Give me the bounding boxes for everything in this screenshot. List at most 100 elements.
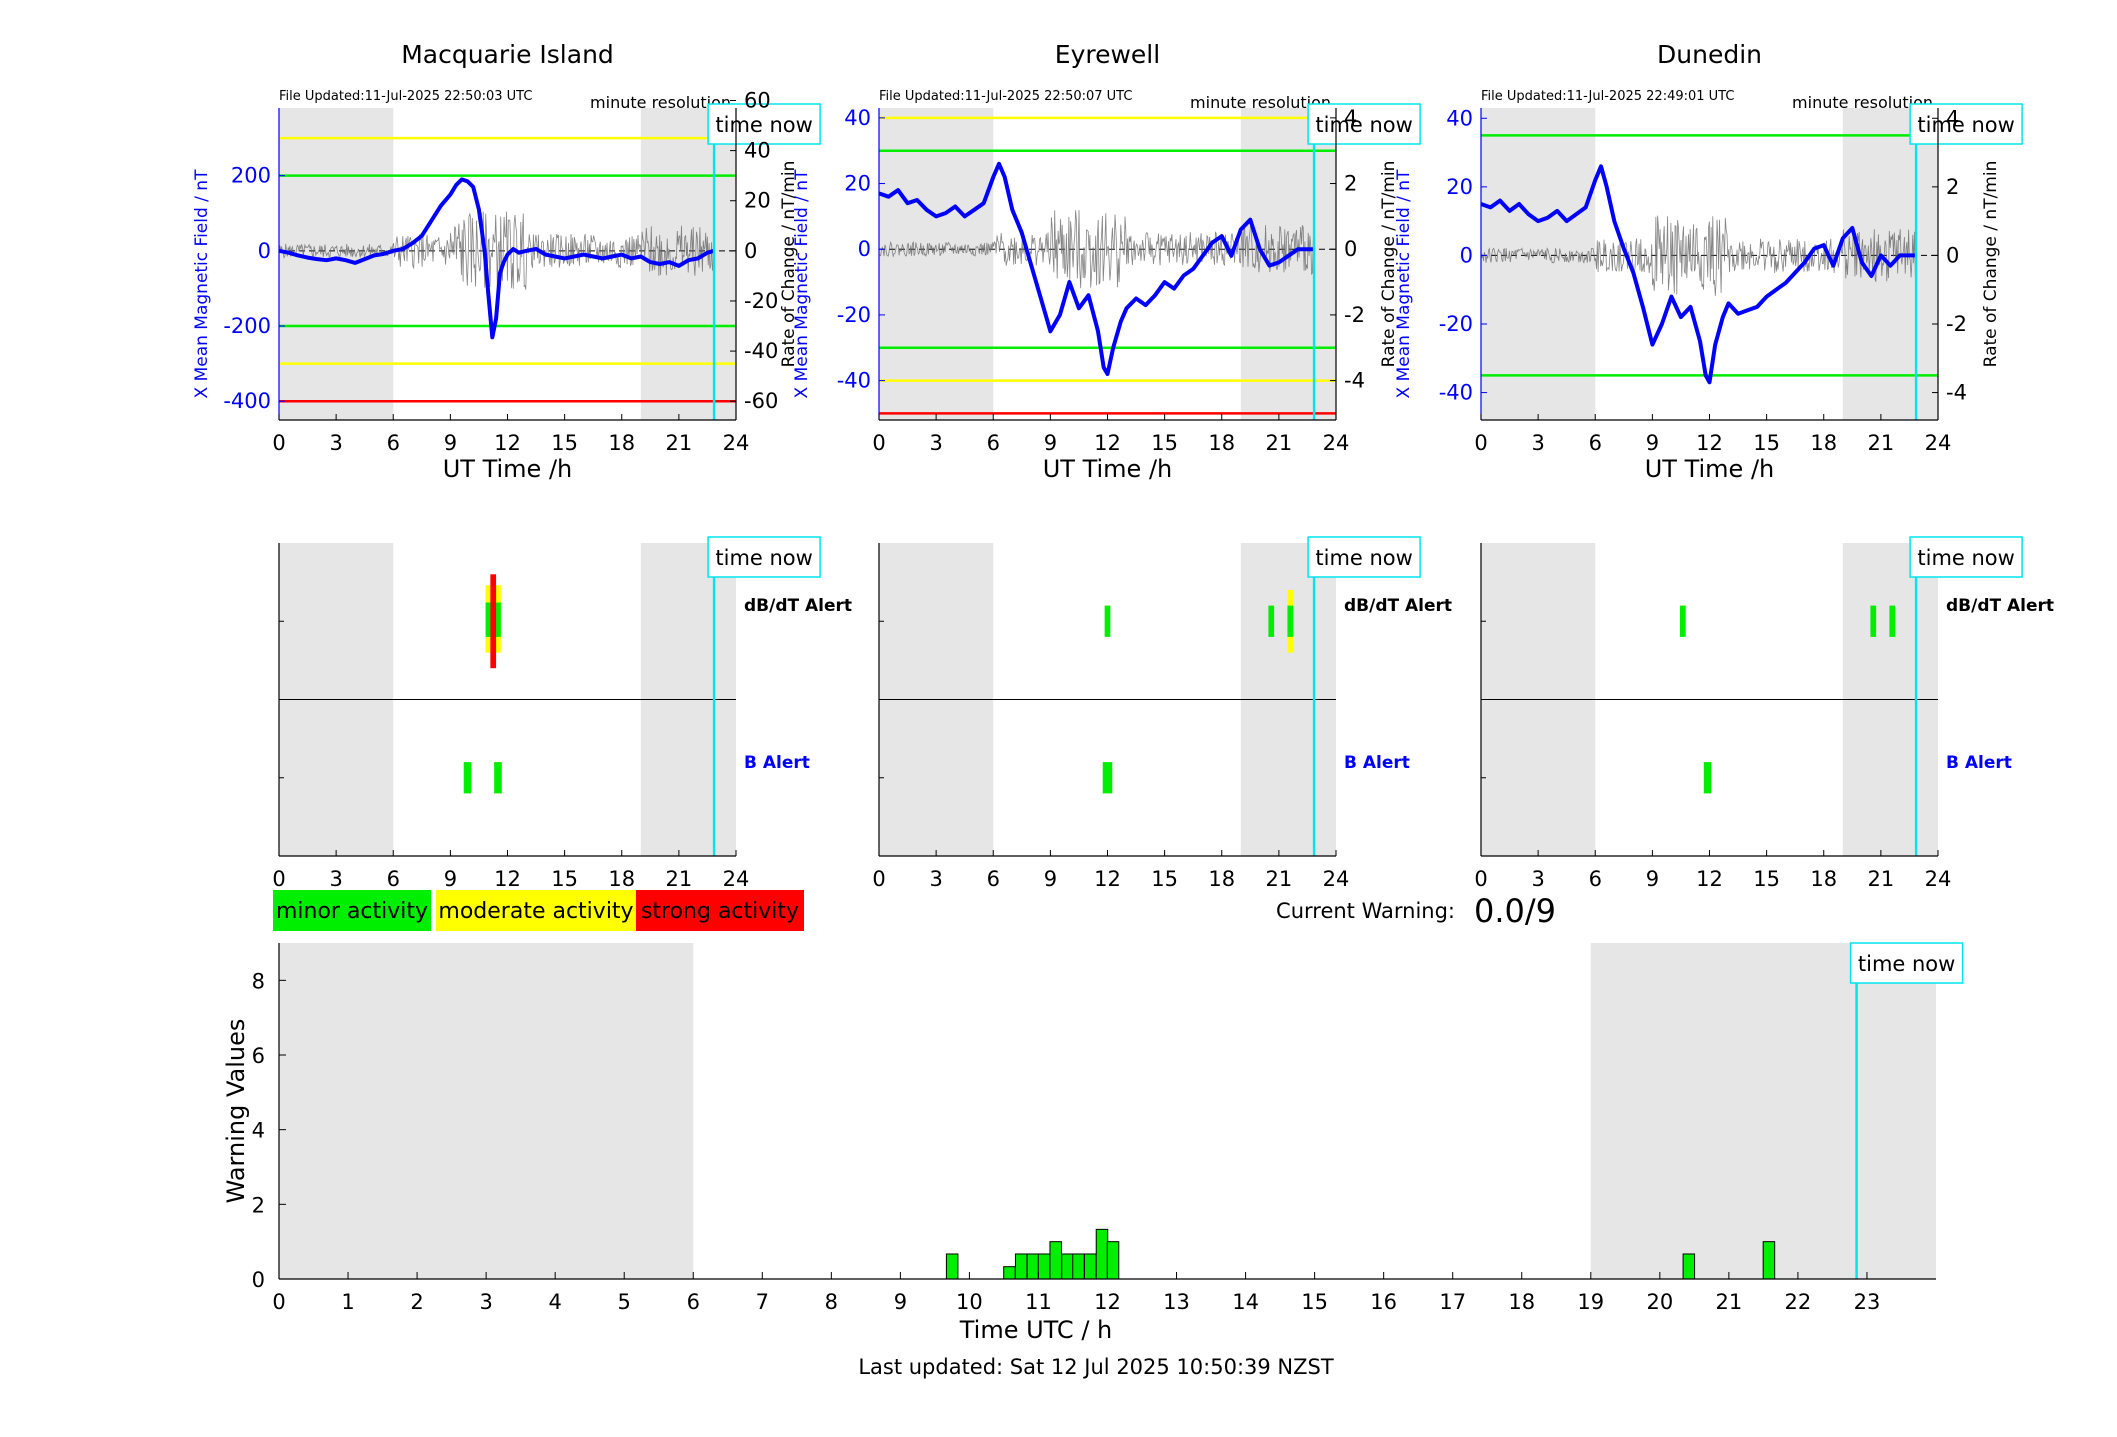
warning-bar — [1026, 1253, 1040, 1280]
y-right-tick-label: 0 — [744, 239, 757, 263]
x-tick-label: 3 — [929, 431, 942, 455]
y-left-axis-label: X Mean Magnetic Field / nT — [192, 169, 212, 399]
alert-x-tick-label: 18 — [1810, 867, 1837, 891]
legend-minor-swatch — [273, 890, 431, 931]
dbdt-alert-label: dB/dT Alert — [744, 596, 852, 616]
x-tick-label: 0 — [272, 431, 285, 455]
alert-time-now-label: time now — [1917, 546, 2014, 570]
legend-moderate-label: moderate activity — [438, 899, 633, 924]
time-now-label: time now — [1315, 113, 1412, 137]
x-tick-label: 15 — [1151, 431, 1178, 455]
warning-x-tick-label: 2 — [410, 1290, 423, 1314]
file-updated-label: File Updated:11-Jul-2025 22:49:01 UTC — [1481, 89, 1734, 104]
warning-x-tick-label: 20 — [1646, 1290, 1673, 1314]
warning-x-tick-label: 16 — [1370, 1290, 1397, 1314]
warning-bar — [1083, 1253, 1097, 1280]
alert-x-tick-label: 24 — [723, 867, 750, 891]
alert-x-tick-label: 21 — [1868, 867, 1895, 891]
b-alert-label: B Alert — [744, 753, 810, 773]
x-tick-label: 3 — [1531, 431, 1544, 455]
warning-bar — [1003, 1266, 1016, 1280]
y-right-axis-label: Rate of Change / nT/min — [1981, 161, 2001, 368]
y-left-tick-label: 0 — [1460, 243, 1473, 267]
warning-x-tick-label: 6 — [687, 1290, 700, 1314]
rate-of-change-trace — [1480, 215, 1917, 296]
file-updated-label: File Updated:11-Jul-2025 22:50:07 UTC — [879, 89, 1132, 104]
minute-resolution-label: minute resolution — [590, 93, 731, 112]
x-tick-label: 15 — [1753, 431, 1780, 455]
rate-of-change-trace — [278, 211, 715, 291]
legend-strong-label: strong activity — [641, 899, 799, 924]
warning-bar — [1049, 1241, 1062, 1280]
y-left-tick-label: 0 — [258, 239, 271, 263]
time-now-box — [1307, 103, 1421, 145]
alert-x-tick-label: 12 — [1094, 867, 1121, 891]
y-right-tick-label: -4 — [1344, 369, 1365, 393]
x-tick-label: 18 — [608, 431, 635, 455]
warning-x-tick-label: 7 — [756, 1290, 769, 1314]
b-alert-bar — [1703, 762, 1712, 794]
alert-x-tick-label: 15 — [551, 867, 578, 891]
x-tick-label: 12 — [1696, 431, 1723, 455]
dbdt-alert-bar — [1287, 605, 1294, 637]
y-left-tick-label: -40 — [837, 369, 871, 393]
alert-x-tick-label: 12 — [494, 867, 521, 891]
x-axis-label: UT Time /h — [443, 455, 573, 483]
warning-x-tick-label: 10 — [956, 1290, 983, 1314]
x-tick-label: 9 — [1646, 431, 1659, 455]
y-left-tick-label: -400 — [223, 389, 271, 413]
warning-x-tick-label: 14 — [1232, 1290, 1259, 1314]
alert-x-tick-label: 9 — [444, 867, 457, 891]
file-updated-label: File Updated:11-Jul-2025 22:50:03 UTC — [279, 89, 532, 104]
dbdt-alert-bar — [490, 574, 497, 669]
y-right-tick-label: 60 — [744, 88, 771, 112]
dbdt-alert-bar — [1679, 605, 1686, 637]
warning-x-tick-label: 22 — [1785, 1290, 1812, 1314]
x-tick-label: 6 — [1589, 431, 1602, 455]
y-right-tick-label: -40 — [744, 339, 778, 363]
y-left-tick-label: -200 — [223, 314, 271, 338]
warning-time-now-label: time now — [1858, 952, 1955, 976]
warning-x-tick-label: 19 — [1577, 1290, 1604, 1314]
warning-time-now-box — [1849, 942, 1964, 984]
y-left-tick-label: -20 — [1439, 312, 1473, 336]
y-right-tick-label: -20 — [744, 289, 778, 313]
warning-bar — [1061, 1253, 1074, 1280]
alert-x-tick-label: 3 — [329, 867, 342, 891]
warning-x-tick-label: 9 — [894, 1290, 907, 1314]
y-right-tick-label: 40 — [744, 139, 771, 163]
x-tick-label: 0 — [1474, 431, 1487, 455]
x-tick-label: 21 — [666, 431, 693, 455]
alert-x-tick-label: 0 — [272, 867, 285, 891]
alert-x-tick-label: 6 — [987, 867, 1000, 891]
station-title: Macquarie Island — [401, 40, 614, 69]
x-axis-label: UT Time /h — [1043, 455, 1173, 483]
shaded-region — [1240, 108, 1336, 420]
warning-x-axis-label: Time UTC / h — [959, 1316, 1113, 1344]
x-tick-label: 24 — [1925, 431, 1952, 455]
warning-x-tick-label: 13 — [1163, 1290, 1190, 1314]
y-right-tick-label: 0 — [1946, 243, 1959, 267]
y-left-tick-label: -40 — [1439, 381, 1473, 405]
x-tick-label: 24 — [1323, 431, 1350, 455]
shaded-region — [879, 108, 994, 420]
y-left-tick-label: 40 — [844, 106, 871, 130]
y-right-tick-label: -2 — [1946, 312, 1967, 336]
y-right-axis-label: Rate of Change / nT/min — [1379, 161, 1399, 368]
field-series-line — [1480, 164, 1917, 385]
x-tick-label: 6 — [987, 431, 1000, 455]
alert-panel-2: time now dB/dT Alert B Alert 0 3 6 9 12 15 18 21 24 — [1474, 536, 2054, 891]
time-now-box — [707, 103, 821, 145]
dbdt-alert-label: dB/dT Alert — [1946, 596, 2054, 616]
alert-panel-0: time now dB/dT Alert B Alert 0 3 6 9 12 15 18 21 24 — [272, 536, 852, 891]
warning-bar — [1106, 1241, 1120, 1280]
warning-bar — [1762, 1241, 1776, 1280]
alert-x-tick-label: 6 — [387, 867, 400, 891]
y-left-tick-label: 40 — [1446, 106, 1473, 130]
current-warning: Current Warning: 0.0/9 — [1276, 892, 1556, 930]
alert-time-now-label: time now — [1315, 546, 1412, 570]
warning-x-tick-label: 3 — [479, 1290, 492, 1314]
warning-y-tick-label: 6 — [252, 1044, 265, 1068]
alert-x-tick-label: 3 — [929, 867, 942, 891]
